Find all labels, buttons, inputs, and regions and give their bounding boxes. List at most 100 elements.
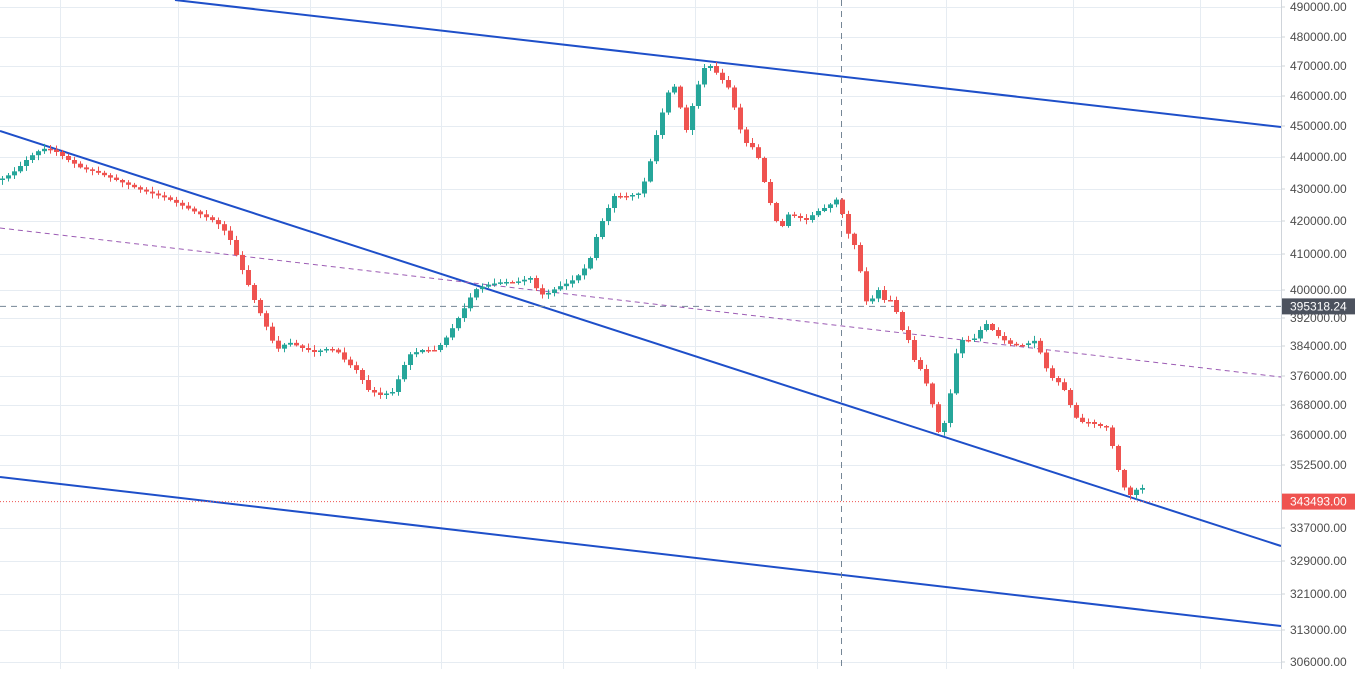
candle	[792, 211, 797, 218]
candle-body	[1032, 340, 1037, 344]
candle	[426, 346, 431, 354]
candle	[696, 80, 701, 109]
candle	[624, 192, 629, 201]
candle-body	[24, 160, 29, 166]
candle-body	[348, 359, 353, 366]
candle	[462, 303, 467, 322]
candle	[330, 346, 335, 353]
candle-body	[42, 148, 47, 152]
candle	[384, 390, 389, 399]
candle	[354, 361, 359, 374]
candle-body	[276, 340, 281, 349]
candle-body	[264, 313, 269, 327]
candle	[786, 212, 791, 228]
candle-body	[876, 290, 881, 299]
candle-body	[792, 214, 797, 216]
candle	[84, 164, 89, 173]
candle-body	[306, 348, 311, 350]
candle-body	[990, 324, 995, 330]
candle	[492, 278, 497, 287]
candle	[1056, 375, 1061, 386]
candle-body	[930, 383, 935, 405]
candle-body	[732, 87, 737, 108]
candle	[156, 190, 161, 199]
candle	[606, 204, 611, 226]
candle-body	[912, 340, 917, 360]
candle	[450, 324, 455, 341]
candle-body	[6, 175, 11, 179]
candle-body	[1104, 426, 1109, 428]
candle	[582, 264, 587, 280]
candle-body	[1134, 489, 1139, 495]
candle-body	[1074, 405, 1079, 418]
candle-body	[1080, 417, 1085, 422]
candle-body	[174, 199, 179, 203]
candle	[876, 287, 881, 303]
candle	[72, 156, 77, 168]
candle-body	[252, 285, 257, 300]
candle	[654, 130, 659, 164]
candle-body	[858, 245, 863, 272]
candle	[306, 343, 311, 353]
candle	[960, 337, 965, 358]
candle-body	[18, 166, 23, 172]
candle-body	[426, 350, 431, 352]
candle-body	[150, 191, 155, 194]
candle-body	[1116, 446, 1121, 470]
candle	[324, 347, 329, 353]
candle	[834, 197, 839, 208]
channel-midline[interactable]	[0, 227, 1282, 378]
candle-body	[462, 308, 467, 318]
candle	[402, 361, 407, 382]
candle	[894, 296, 899, 314]
candle	[846, 210, 851, 239]
trendline-middle[interactable]	[0, 130, 1282, 547]
price-axis[interactable]: 490000.00 480000.00 470000.00 460000.00 4500…	[1281, 0, 1355, 669]
trendline-upper[interactable]	[174, 0, 1282, 128]
trendline-lower[interactable]	[0, 476, 1282, 627]
candle-body	[390, 392, 395, 394]
candle-body	[138, 187, 143, 190]
candle	[966, 335, 971, 343]
candle-body	[924, 369, 929, 384]
candle-body	[1008, 340, 1013, 344]
candle	[954, 348, 959, 395]
candle-body	[114, 177, 119, 180]
candle-body	[222, 224, 227, 231]
candle	[162, 191, 167, 201]
candle	[246, 265, 251, 287]
candle-body	[474, 289, 479, 298]
candle-body	[600, 221, 605, 237]
candle-body	[432, 350, 437, 352]
candle	[744, 127, 749, 147]
candle-body	[768, 182, 773, 203]
candle	[204, 210, 209, 221]
candle-body	[756, 147, 761, 158]
candle	[276, 335, 281, 352]
drawing-layer[interactable]	[0, 0, 1282, 669]
candle-body	[210, 217, 215, 221]
candle-body	[588, 258, 593, 269]
candle	[90, 167, 95, 176]
candle-body	[246, 270, 251, 285]
candle-body	[1062, 382, 1067, 390]
candle	[66, 153, 71, 163]
candle	[996, 327, 1001, 339]
candle-body	[972, 338, 977, 340]
price-tick-label: 490000.00	[1290, 0, 1347, 14]
candle	[768, 178, 773, 206]
price-tick-label: 321000.00	[1290, 587, 1347, 601]
crosshair-price-label: 395318.24	[1282, 298, 1355, 315]
candle	[522, 276, 527, 286]
candle	[288, 338, 293, 347]
candle-body	[558, 286, 563, 290]
price-tick-label: 440000.00	[1290, 150, 1347, 164]
candle-body	[948, 393, 953, 423]
candle-body	[798, 216, 803, 218]
candle-body	[960, 340, 965, 354]
price-tick-label: 470000.00	[1290, 59, 1347, 73]
candle-body	[180, 202, 185, 206]
candle-body	[1092, 422, 1097, 424]
